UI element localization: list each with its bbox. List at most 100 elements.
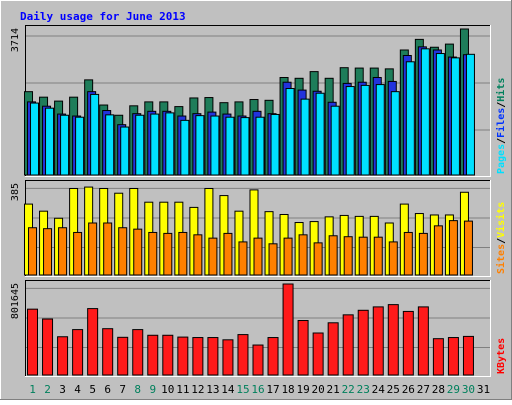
bar-kbytes-day-15 <box>237 334 249 376</box>
x-tick-label-day-27: 27 <box>417 383 430 396</box>
bar-sites-day-11 <box>178 231 188 276</box>
bar-sites-day-25 <box>388 241 398 276</box>
bar-pages-day-21 <box>330 105 340 176</box>
bar-sites-day-23 <box>358 236 368 276</box>
bar-pages-day-20 <box>315 92 325 176</box>
bar-pages-day-26 <box>405 61 415 176</box>
bar-kbytes-day-30 <box>462 335 474 376</box>
bar-pages-day-16 <box>255 116 265 176</box>
x-tick-label-day-6: 6 <box>104 383 111 396</box>
bar-sites-day-26 <box>403 231 413 276</box>
bar-sites-day-30 <box>463 220 473 276</box>
x-tick-label-day-17: 17 <box>266 383 279 396</box>
bar-pages-day-6 <box>105 114 115 176</box>
x-tick-label-day-3: 3 <box>59 383 66 396</box>
bar-kbytes-day-19 <box>297 320 309 376</box>
bar-kbytes-day-2 <box>42 318 54 376</box>
bar-pages-day-29 <box>450 57 460 176</box>
bar-sites-day-19 <box>298 234 308 276</box>
bar-sites-day-9 <box>148 231 158 276</box>
x-tick-label-day-10: 10 <box>161 383 174 396</box>
bar-pages-day-15 <box>240 117 250 176</box>
legend-visits-sites: Sites/Visits <box>495 202 507 274</box>
legend-separator: / <box>496 138 507 144</box>
bar-sites-day-13 <box>208 237 218 276</box>
ymax-label-hits-files-pages: 3714 <box>10 28 21 52</box>
x-tick-label-day-2: 2 <box>44 383 51 396</box>
bar-sites-day-20 <box>313 242 323 276</box>
bar-sites-day-12 <box>193 234 203 276</box>
bar-pages-day-22 <box>345 86 355 176</box>
panel-hits-files-pages: 3714 Pages/Files/Hits <box>10 25 507 177</box>
ymax-label-kbytes: 801645 <box>10 283 21 319</box>
legend-separator: / <box>496 102 507 108</box>
x-tick-label-day-23: 23 <box>357 383 370 396</box>
bar-pages-day-3 <box>60 114 70 176</box>
bar-sites-day-24 <box>373 236 383 276</box>
bar-pages-day-2 <box>45 107 55 176</box>
bar-pages-day-4 <box>75 116 85 176</box>
bar-kbytes-day-13 <box>207 337 219 376</box>
legend-item-files: Files <box>495 108 507 138</box>
bar-kbytes-day-9 <box>147 334 159 376</box>
bar-kbytes-day-16 <box>252 344 264 376</box>
x-tick-label-day-7: 7 <box>119 383 126 396</box>
bar-sites-day-16 <box>253 237 263 276</box>
bar-pages-day-13 <box>210 115 220 176</box>
bar-pages-day-10 <box>165 112 175 176</box>
legend-item-visits: Visits <box>495 202 507 238</box>
bar-pages-day-18 <box>285 88 295 176</box>
bar-sites-day-18 <box>283 237 293 276</box>
bar-kbytes-day-25 <box>387 304 399 376</box>
bar-kbytes-day-18 <box>282 283 294 376</box>
ymax-label-visits-sites: 385 <box>10 183 21 201</box>
bar-sites-day-3 <box>58 227 68 276</box>
bar-pages-day-5 <box>90 93 100 176</box>
bar-pages-day-7 <box>120 126 130 176</box>
bar-kbytes-day-8 <box>132 329 144 376</box>
panel-kbytes: 801645 KBytes <box>10 280 507 377</box>
bar-pages-day-19 <box>300 98 310 176</box>
bar-sites-day-4 <box>73 231 83 276</box>
bar-sites-day-5 <box>88 222 98 276</box>
bar-kbytes-day-7 <box>117 336 129 376</box>
bar-sites-day-6 <box>103 222 113 276</box>
bar-sites-day-8 <box>133 228 143 276</box>
x-tick-label-day-1: 1 <box>29 383 36 396</box>
bar-sites-day-22 <box>343 236 353 276</box>
bar-kbytes-day-4 <box>72 329 84 376</box>
legend-item-sites: Sites <box>495 244 507 274</box>
bar-kbytes-day-21 <box>327 322 339 376</box>
x-tick-label-day-9: 9 <box>149 383 156 396</box>
bar-kbytes-day-28 <box>432 338 444 376</box>
x-tick-label-day-24: 24 <box>372 383 386 396</box>
bar-pages-day-24 <box>375 84 385 176</box>
x-tick-label-day-31: 31 <box>477 383 490 396</box>
bar-sites-day-1 <box>28 227 38 276</box>
bar-kbytes-day-10 <box>162 334 174 376</box>
legend-hits-files-pages: Pages/Files/Hits <box>495 78 507 174</box>
bar-sites-day-15 <box>238 241 248 276</box>
bar-kbytes-day-12 <box>192 337 204 376</box>
x-tick-label-day-30: 30 <box>462 383 475 396</box>
x-tick-label-day-12: 12 <box>191 383 204 396</box>
x-tick-label-day-14: 14 <box>221 383 235 396</box>
x-tick-label-day-11: 11 <box>176 383 189 396</box>
bar-kbytes-day-26 <box>402 310 414 376</box>
bar-sites-day-21 <box>328 235 338 276</box>
x-tick-label-day-21: 21 <box>327 383 340 396</box>
legend-item-pages: Pages <box>496 144 507 174</box>
bar-sites-day-29 <box>448 220 458 276</box>
bar-sites-day-2 <box>43 228 53 276</box>
bar-pages-day-9 <box>150 113 160 176</box>
x-tick-label-day-26: 26 <box>402 383 415 396</box>
bar-pages-day-11 <box>180 119 190 176</box>
bar-kbytes-day-11 <box>177 336 189 376</box>
bar-pages-day-25 <box>390 91 400 176</box>
x-tick-label-day-22: 22 <box>342 383 355 396</box>
bar-kbytes-day-14 <box>222 339 234 376</box>
bar-sites-day-28 <box>433 225 443 276</box>
bar-kbytes-day-24 <box>372 306 384 376</box>
bar-kbytes-day-29 <box>447 337 459 376</box>
